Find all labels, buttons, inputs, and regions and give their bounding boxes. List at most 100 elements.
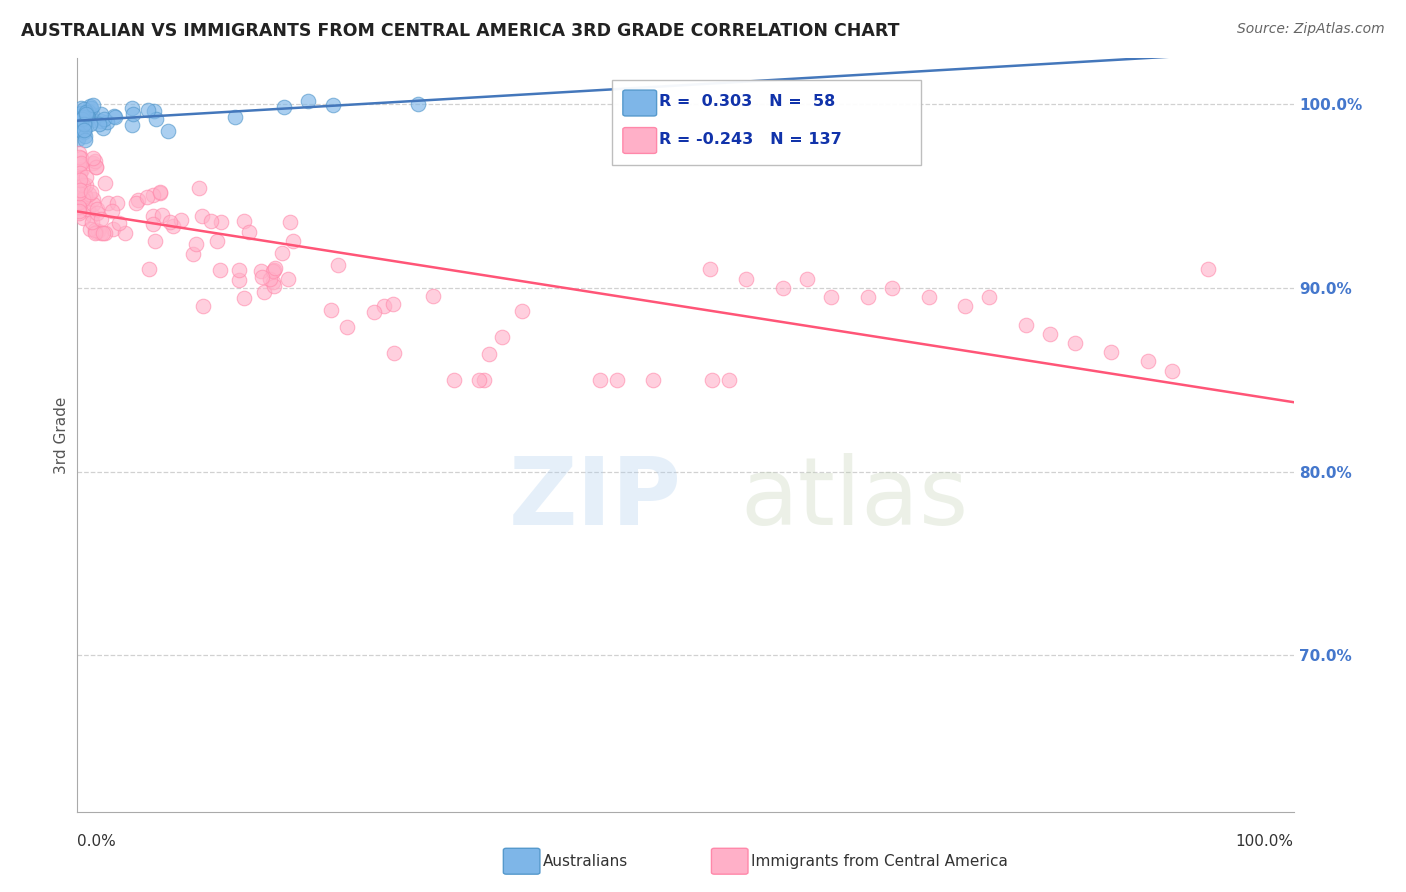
Point [228, 263, 250, 277]
Point [162, 219, 184, 234]
Point [72, 211, 94, 226]
Point [72, 111, 94, 125]
Point [82, 98, 104, 112]
Point [278, 214, 301, 228]
Text: atlas: atlas [740, 453, 969, 545]
Point [67, 200, 90, 214]
Point [191, 299, 214, 313]
Point [101, 204, 124, 219]
Point [209, 215, 232, 229]
Point [232, 291, 254, 305]
Point [73, 103, 96, 117]
Point [250, 264, 273, 278]
Point [77, 103, 100, 118]
Point [96, 115, 118, 129]
Point [478, 347, 501, 361]
Point [70, 116, 93, 130]
Point [79, 222, 101, 236]
Point [107, 216, 129, 230]
Point [467, 373, 489, 387]
Point [82, 196, 104, 211]
Point [326, 259, 349, 273]
Point [382, 346, 405, 360]
Point [75, 107, 97, 121]
Point [263, 263, 285, 277]
Point [127, 193, 149, 207]
Point [263, 261, 285, 276]
Point [70, 112, 93, 126]
Point [979, 290, 1001, 304]
Point [91, 226, 114, 240]
Point [186, 237, 208, 252]
Point [443, 373, 465, 387]
Point [138, 262, 160, 277]
Point [735, 271, 758, 285]
Point [589, 373, 612, 387]
Point [700, 373, 723, 387]
Point [143, 234, 166, 248]
Point [363, 305, 385, 319]
Point [82, 208, 104, 222]
Point [491, 330, 513, 344]
Point [114, 226, 136, 240]
Point [209, 263, 232, 277]
Point [1063, 335, 1085, 350]
Point [93, 176, 115, 190]
Point [121, 106, 143, 120]
Point [121, 118, 143, 132]
Point [76, 108, 98, 122]
Point [150, 208, 173, 222]
Point [69, 157, 91, 171]
Point [67, 203, 90, 218]
Point [93, 112, 115, 127]
Point [84, 225, 107, 239]
Point [253, 285, 276, 299]
Point [77, 110, 100, 124]
Point [72, 110, 94, 124]
Point [1015, 318, 1038, 332]
Point [76, 170, 98, 185]
Text: R = -0.243   N = 137: R = -0.243 N = 137 [659, 132, 842, 146]
Point [67, 196, 90, 211]
Point [232, 214, 254, 228]
Point [69, 183, 91, 197]
Point [87, 117, 110, 131]
Point [67, 206, 90, 220]
Point [90, 113, 112, 128]
Point [69, 107, 91, 121]
Point [83, 226, 105, 240]
Point [124, 195, 146, 210]
Text: 0.0%: 0.0% [77, 834, 117, 849]
Point [84, 160, 107, 174]
Point [422, 289, 444, 303]
Point [856, 290, 879, 304]
Point [1197, 262, 1219, 277]
Point [90, 107, 112, 121]
Point [238, 225, 260, 239]
Point [82, 155, 104, 169]
Point [70, 162, 93, 177]
Point [104, 110, 127, 124]
Point [228, 273, 250, 287]
Point [718, 373, 741, 387]
Point [406, 96, 429, 111]
Point [143, 103, 166, 118]
Point [224, 110, 246, 124]
Point [84, 223, 107, 237]
Y-axis label: 3rd Grade: 3rd Grade [53, 396, 69, 474]
Point [273, 100, 295, 114]
Point [159, 215, 181, 229]
Point [103, 110, 125, 124]
Point [69, 105, 91, 120]
Point [796, 271, 818, 285]
Point [75, 188, 97, 202]
Point [262, 264, 284, 278]
Point [149, 186, 172, 201]
Point [67, 195, 90, 210]
Point [73, 115, 96, 129]
Point [73, 112, 96, 127]
Point [1039, 326, 1062, 341]
Point [75, 178, 97, 192]
Point [142, 188, 165, 202]
Point [77, 202, 100, 216]
